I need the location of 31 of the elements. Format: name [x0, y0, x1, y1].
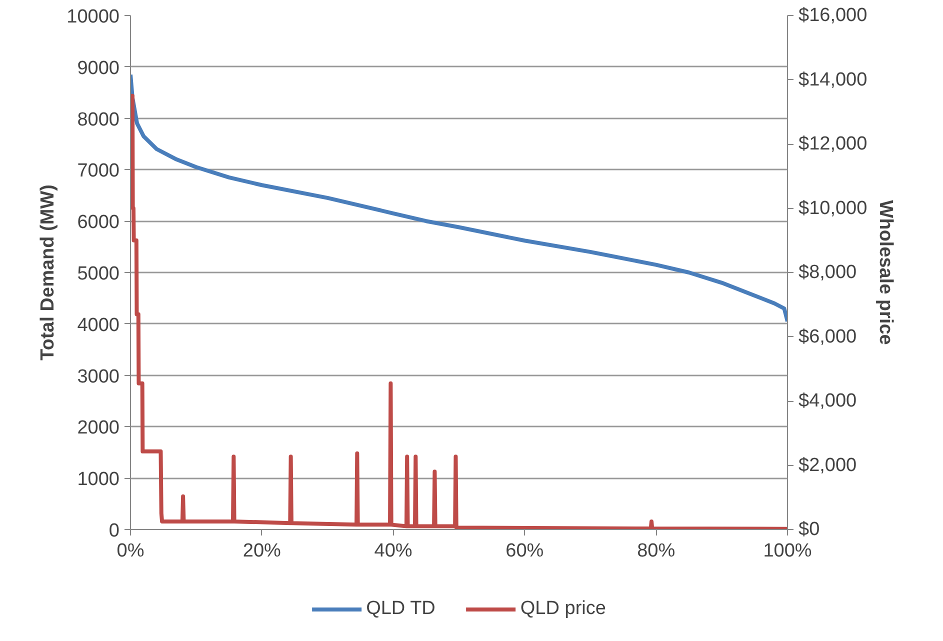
y2-tick-label: $16,000: [798, 5, 868, 26]
y2-axis-title: Wholesale price: [875, 200, 896, 345]
y-tick-label: 1000: [77, 469, 120, 490]
y-tick-label: 3000: [77, 366, 120, 388]
y-tick-label: 4000: [77, 314, 120, 336]
y-tick-label: 7000: [77, 160, 120, 182]
x-tick-label: 20%: [242, 540, 282, 562]
legend-label: QLD TD: [366, 598, 436, 620]
y2-tick-label: $14,000: [798, 69, 868, 90]
y-tick-label: 10000: [66, 6, 120, 28]
y-tick-label: 2000: [77, 418, 120, 439]
x-tick-label: 0%: [116, 540, 144, 562]
x-tick-label: 60%: [506, 540, 544, 562]
y-tick-label: 9000: [77, 58, 120, 79]
y2-tick-label: $6,000: [798, 326, 857, 348]
y-tick-label: 5000: [77, 264, 120, 284]
x-tick-label: 80%: [637, 540, 676, 562]
x-tick-label: 40%: [374, 540, 412, 562]
y-axis-title: Total Demand (MW): [38, 184, 59, 360]
y2-tick-label: $4,000: [798, 390, 857, 412]
legend-label: QLD price: [520, 598, 606, 620]
y-tick-label: 6000: [77, 212, 120, 234]
y2-tick-label: $8,000: [798, 262, 857, 283]
y-tick-label: 0: [108, 520, 120, 542]
y2-tick-label: $2,000: [798, 454, 857, 476]
x-tick-label: 100%: [763, 540, 812, 562]
y-tick-label: 8000: [77, 109, 120, 130]
y2-tick-label: $12,000: [798, 134, 868, 154]
y2-tick-label: $0: [798, 519, 820, 540]
y2-tick-label: $10,000: [798, 198, 868, 219]
line-series: [130, 72, 788, 324]
